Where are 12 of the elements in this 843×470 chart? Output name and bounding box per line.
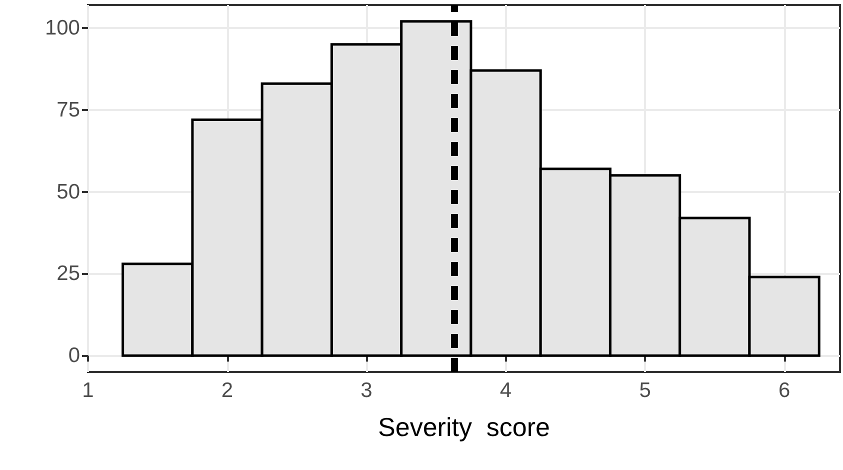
x-tick-label: 4 <box>500 379 512 402</box>
y-tick-label: 100 <box>44 16 80 40</box>
x-tick-label: 5 <box>639 379 651 402</box>
y-tick-label: 25 <box>56 262 80 286</box>
x-tick-label: 2 <box>221 379 234 402</box>
y-tick-label: 50 <box>56 180 80 204</box>
x-tick-label: 3 <box>360 379 372 402</box>
x-tick-label: 1 <box>82 379 94 402</box>
x-tick-label: 6 <box>778 379 790 402</box>
x-axis-title: Severity score <box>378 412 550 442</box>
y-tick-label: 0 <box>68 344 80 368</box>
y-tick-label: 75 <box>56 98 80 122</box>
